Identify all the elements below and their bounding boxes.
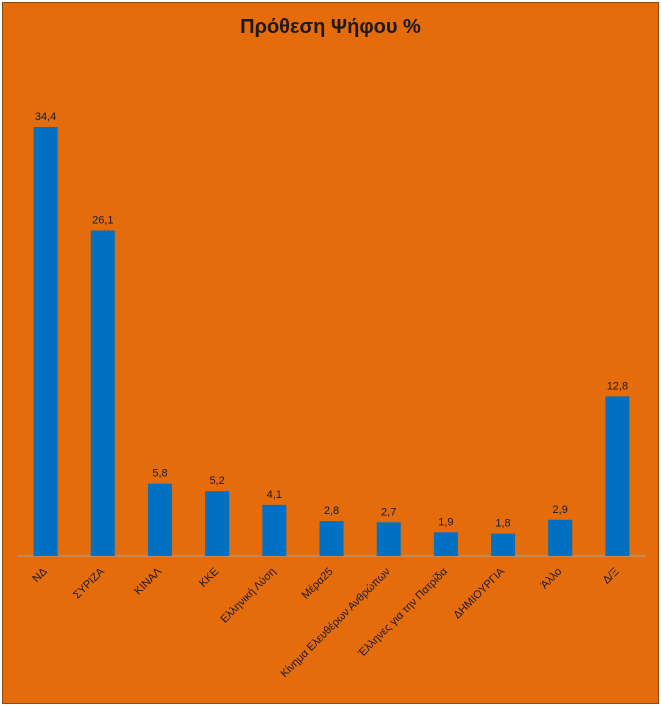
- x-tick-label: Δ/Ξ: [601, 566, 622, 587]
- bar: [319, 521, 344, 556]
- x-tick-label: ΚΚΕ: [197, 566, 221, 590]
- bar: [148, 483, 172, 556]
- x-tick-label: Άλλο: [539, 566, 565, 592]
- bar: [262, 504, 287, 556]
- x-tick-label: Ελληνική Λύση: [218, 566, 278, 626]
- bar: [376, 522, 401, 556]
- x-tick-label: ΔΗΜΙΟΥΡΓΙΑ: [451, 565, 507, 621]
- bar: [205, 491, 230, 556]
- bar: [90, 230, 115, 556]
- data-label: 2,9: [553, 504, 568, 516]
- x-tick-label: Μέρα25: [300, 566, 336, 602]
- bar: [548, 519, 573, 556]
- x-tick-label: ΝΔ: [30, 565, 50, 585]
- bar: [433, 532, 458, 556]
- bar: [33, 127, 58, 556]
- data-label: 26,1: [92, 215, 113, 227]
- data-label: 1,9: [438, 516, 453, 528]
- chart-title: Πρόθεση Ψήφου %: [240, 16, 421, 38]
- x-tick-label: Κίνημα Ελευθέρων Ανθρώπων: [278, 565, 393, 680]
- bar: [605, 396, 630, 556]
- data-label: 4,1: [267, 489, 282, 501]
- data-label: 5,8: [152, 468, 167, 480]
- data-label: 5,2: [209, 475, 224, 487]
- data-label: 2,8: [324, 505, 339, 517]
- bar: [491, 533, 515, 556]
- data-label: 1,8: [495, 518, 510, 530]
- data-label: 2,7: [381, 506, 396, 518]
- x-tick-label: ΚΙΝΑΛ: [132, 565, 164, 597]
- data-label: 12,8: [607, 380, 628, 392]
- data-label: 34,4: [35, 111, 56, 123]
- x-tick-label: ΣΥΡΙΖΑ: [71, 565, 107, 601]
